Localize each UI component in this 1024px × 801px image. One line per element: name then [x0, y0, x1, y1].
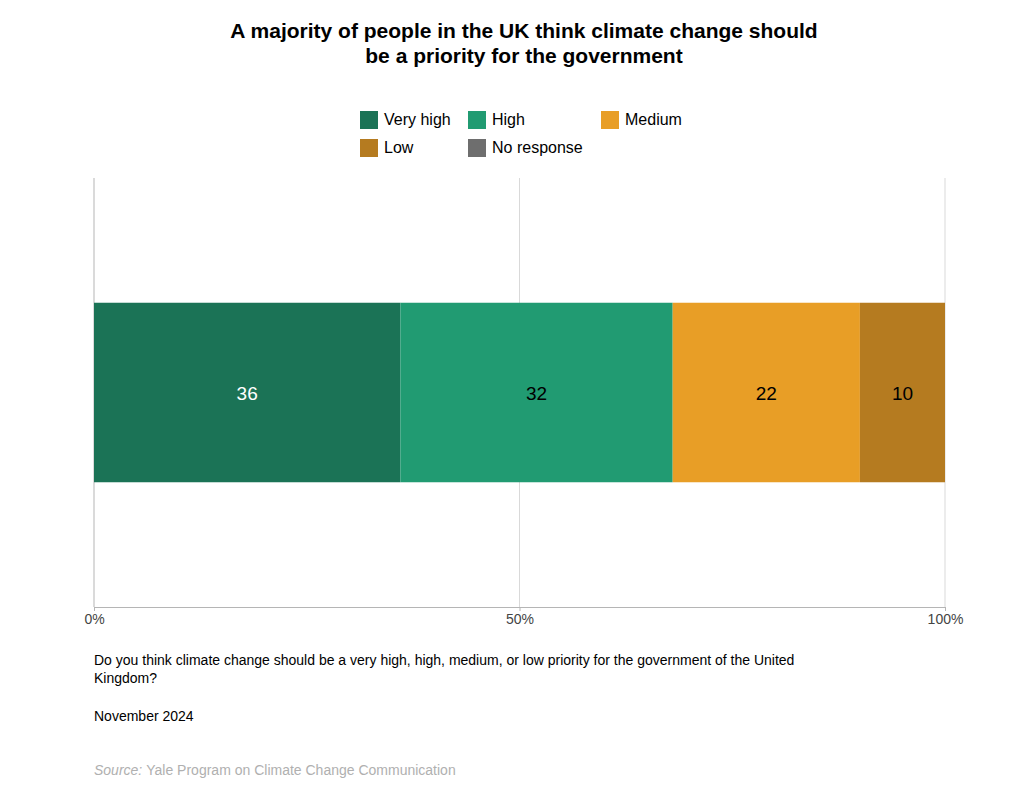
data-label: 36 [237, 383, 258, 404]
grid [94, 178, 945, 607]
data-label: 32 [526, 383, 547, 404]
tick: 0% [84, 607, 104, 627]
bars [94, 303, 945, 483]
x-axis: 0% 50% 100% [84, 607, 963, 627]
bar-segment [860, 303, 945, 483]
title-line: A majority of people in the UK think cli… [230, 19, 817, 42]
legend-item: High [468, 111, 525, 129]
chart: A majority of people in the UK think cli… [0, 0, 1024, 801]
data-label: 10 [892, 383, 913, 404]
source-label: Source: [94, 762, 142, 778]
legend-label: Very high [384, 111, 451, 128]
tick: 50% [506, 607, 534, 627]
question-line: Kingdom? [94, 670, 157, 686]
tick: 100% [928, 607, 964, 627]
legend-swatch [468, 139, 486, 157]
legend-item: Medium [601, 111, 682, 129]
question-line: Do you think climate change should be a … [94, 652, 794, 668]
bar-segment [400, 303, 672, 483]
legend-label: No response [492, 139, 583, 156]
legend-swatch [360, 139, 378, 157]
caption: Do you think climate change should be a … [94, 652, 794, 778]
tick-label: 100% [928, 611, 964, 627]
legend-item: Low [360, 139, 414, 157]
data-label: 22 [756, 383, 777, 404]
legend-item: Very high [360, 111, 451, 129]
data-labels: 36 32 22 10 [237, 383, 913, 404]
title: A majority of people in the UK think cli… [230, 19, 817, 67]
legend-label: Low [384, 139, 414, 156]
title-line: be a priority for the government [365, 44, 682, 67]
legend-label: High [492, 111, 525, 128]
bar-segment [673, 303, 860, 483]
source-text: Yale Program on Climate Change Communica… [146, 762, 455, 778]
legend-item: No response [468, 139, 583, 157]
bar-segment [945, 303, 946, 483]
date: November 2024 [94, 708, 194, 724]
tick-label: 0% [84, 611, 104, 627]
legend: Very high High Medium Low No response [360, 111, 682, 157]
tick-label: 50% [506, 611, 534, 627]
legend-swatch [601, 111, 619, 129]
legend-label: Medium [625, 111, 682, 128]
bar-segment [94, 303, 400, 483]
legend-swatch [468, 111, 486, 129]
legend-swatch [360, 111, 378, 129]
source: Source:Yale Program on Climate Change Co… [94, 762, 456, 778]
